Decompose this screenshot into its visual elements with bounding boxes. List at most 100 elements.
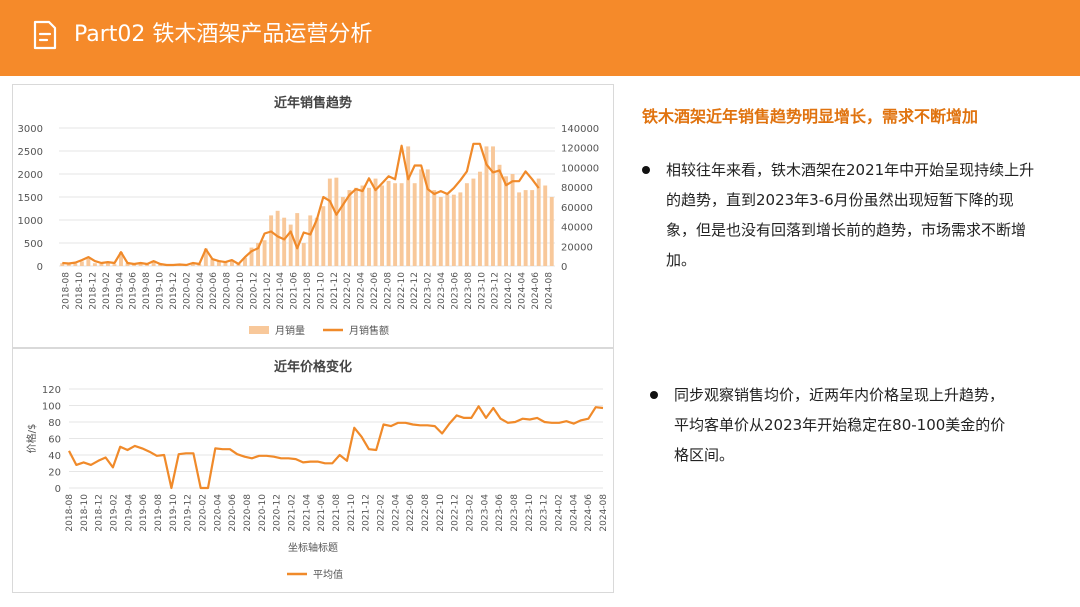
sales-volume-bar <box>86 258 91 266</box>
sales-volume-bar <box>523 190 528 266</box>
sales-volume-bar <box>105 262 110 266</box>
y-tick-label: 20 <box>48 468 61 479</box>
y-tick-label: 80 <box>48 418 61 429</box>
sales-volume-bar <box>386 180 391 266</box>
sales-volume-bar <box>295 213 300 266</box>
sales-volume-bar <box>288 224 293 266</box>
y-tick-label: 60 <box>48 435 61 446</box>
x-tick-label: 2019-06 <box>139 494 149 532</box>
y-left-tick-label: 2500 <box>18 147 43 158</box>
x-tick-label: 2018-10 <box>75 272 85 310</box>
sales-volume-bar <box>210 259 215 266</box>
x-tick-label: 2022-02 <box>343 272 353 310</box>
x-tick-label: 2019-12 <box>169 272 179 310</box>
x-tick-label: 2023-04 <box>437 272 447 310</box>
bullet-dot <box>642 166 650 174</box>
x-tick-label: 2022-04 <box>357 272 367 310</box>
sales-volume-bar <box>125 263 130 266</box>
x-tick-label: 2019-02 <box>110 494 120 532</box>
x-tick-label: 2023-08 <box>464 272 474 310</box>
sales-volume-bar <box>92 263 97 266</box>
y-right-tick-label: 120000 <box>561 144 599 155</box>
x-tick-label: 2024-04 <box>569 494 579 532</box>
sales-volume-bar <box>464 183 469 266</box>
y-axis-title: 价格/$ <box>25 424 38 454</box>
bullet-dot <box>650 391 658 399</box>
x-tick-label: 2020-10 <box>236 272 246 310</box>
x-tick-label: 2024-02 <box>504 272 514 310</box>
x-tick-label: 2020-08 <box>243 494 253 532</box>
sales-volume-bar <box>119 252 123 266</box>
sales-volume-bar <box>334 177 339 266</box>
x-tick-label: 2023-10 <box>525 494 535 532</box>
sales-volume-bar <box>530 190 535 266</box>
y-left-tick-label: 500 <box>24 239 43 250</box>
y-left-tick-label: 0 <box>37 262 43 273</box>
x-tick-label: 2022-12 <box>451 494 461 532</box>
x-tick-label: 2023-06 <box>495 494 505 532</box>
x-tick-label: 2022-08 <box>383 272 393 310</box>
sales-volume-bar <box>504 176 509 266</box>
avg-price-line <box>68 405 604 490</box>
legend-label: 平均值 <box>313 568 343 581</box>
insight-bullet-1: 相较往年来看，铁木酒架在2021年中开始呈现持续上升的趋势，直到2023年3-6… <box>642 155 1042 280</box>
sales-volume-bar <box>275 210 280 266</box>
legend-label: 月销量 <box>275 324 305 337</box>
sales-volume-bar <box>367 187 371 266</box>
x-tick-label: 2023-12 <box>540 494 550 532</box>
y-left-tick-label: 1500 <box>18 193 43 204</box>
y-tick-label: 120 <box>42 385 61 396</box>
x-tick-label: 2019-02 <box>102 272 112 310</box>
x-tick-label: 2019-04 <box>124 494 134 532</box>
sales-volume-bar <box>216 261 221 266</box>
sales-volume-bar <box>380 185 385 266</box>
x-tick-label: 2020-02 <box>199 494 209 532</box>
x-tick-label: 2020-12 <box>249 272 259 310</box>
sales-volume-bar <box>347 190 352 266</box>
x-tick-label: 2020-04 <box>196 272 206 310</box>
x-tick-label: 2023-02 <box>424 272 434 310</box>
sales-trend-chart: 近年销售趋势 0 500 1000 1500 2000 2500 3000 0 20000 4000… <box>18 95 600 337</box>
x-tick-label: 2022-02 <box>377 494 387 532</box>
sales-volume-bar <box>79 261 84 266</box>
x-tick-label: 2019-10 <box>169 494 179 532</box>
y-right-tick-label: 20000 <box>561 242 593 253</box>
sales-volume-bar <box>353 187 358 266</box>
sales-volume-bar <box>360 185 365 266</box>
y-tick-label: 40 <box>48 451 61 462</box>
sales-volume-bar <box>256 243 261 266</box>
sales-volume-bar <box>112 264 117 266</box>
x-tick-label: 2019-12 <box>184 494 194 532</box>
sales-volume-bar <box>451 194 456 266</box>
sales-volume-bar <box>491 146 495 266</box>
x-tick-label: 2019-10 <box>156 272 166 310</box>
x-tick-label: 2018-12 <box>89 272 99 310</box>
y-left-tick-label: 1000 <box>18 216 43 227</box>
x-tick-label: 2020-08 <box>223 272 233 310</box>
x-tick-label: 2021-10 <box>347 494 357 532</box>
x-tick-label: 2019-06 <box>129 272 139 310</box>
sales-volume-bar <box>223 261 228 266</box>
x-tick-label: 2024-06 <box>531 272 541 310</box>
sales-volume-bar <box>327 178 332 266</box>
x-tick-label: 2021-02 <box>288 494 298 532</box>
insight-bullet-2: 同步观察销售均价，近两年内价格呈现上升趋势，平均客单价从2023年开始稳定在80… <box>650 380 1010 475</box>
price-change-chart: 近年价格变化 0 20 40 60 80 100 120 价格/$ 2018-08 2018-10 2… <box>25 359 609 581</box>
sales-volume-bar <box>249 247 254 266</box>
x-tick-label: 2020-12 <box>273 494 283 532</box>
y-right-tick-label: 40000 <box>561 223 593 234</box>
x-tick-label: 2024-08 <box>544 272 554 310</box>
sales-volume-bar <box>138 263 143 266</box>
sales-volume-bar <box>99 263 104 266</box>
x-tick-label: 2019-08 <box>142 272 152 310</box>
sales-volume-bar <box>510 174 515 266</box>
sales-volume-bar <box>425 169 430 266</box>
document-icon <box>33 20 57 50</box>
sales-volume-bar <box>445 194 450 266</box>
x-tick-label: 2022-08 <box>421 494 431 532</box>
sales-volume-bar <box>301 243 306 266</box>
x-tick-label: 2020-06 <box>228 494 238 532</box>
y-right-tick-label: 0 <box>561 262 567 273</box>
sales-volume-bar <box>549 197 554 266</box>
sales-volume-bar <box>536 178 541 266</box>
